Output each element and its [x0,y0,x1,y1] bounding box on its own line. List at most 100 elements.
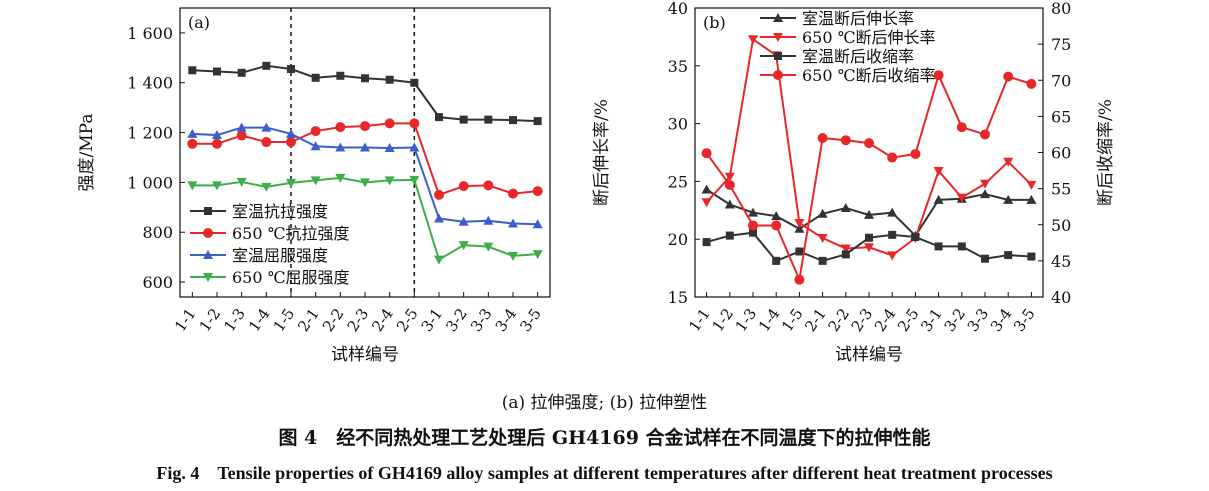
x-tick-label: 2-2 [319,305,348,335]
data-point [934,242,943,251]
figure-caption-chinese: 图 4 经不同热处理工艺处理后 GH4169 合金试样在不同温度下的拉伸性能 [278,427,931,449]
data-point [841,250,850,259]
data-point [724,180,735,191]
data-point [310,141,321,151]
data-point [483,180,494,191]
data-point [749,228,757,237]
data-point [724,199,735,209]
data-point [483,215,494,225]
y-tick-label: 20 [668,230,688,249]
data-point [771,211,782,221]
x-tick-label: 2-4 [368,305,397,335]
x-tick-label: 3-4 [987,305,1016,335]
y-tick-label: 1 000 [127,173,173,192]
data-point [864,243,874,253]
data-point [212,181,222,191]
data-point [888,230,897,239]
x-axis-title: 试样编号 [835,345,903,365]
data-point [748,207,758,217]
data-point [864,138,874,149]
data-point [459,115,468,124]
data-point [434,255,444,265]
x-tick-label: 1-5 [270,305,299,335]
x-tick-label: 3-1 [917,305,946,335]
data-point [771,220,782,231]
subcaption: (a) 拉伸强度; (b) 拉伸塑性 [501,393,708,413]
x-tick-label: 2-3 [344,305,373,335]
data-point [434,189,444,200]
data-point [817,133,828,144]
x-tick-label: 2-5 [894,305,923,335]
data-point [508,251,518,261]
y-tick-label: 15 [668,288,688,307]
x-tick-label: 2-4 [871,305,900,335]
figure-caption-english: Fig. 4 Tensile properties of GH4169 allo… [156,463,1053,483]
data-point [212,130,222,140]
data-point [261,182,272,192]
data-point [384,143,395,153]
data-point [533,117,542,126]
x-tick-label: 1-5 [778,305,807,335]
x-tick-label: 3-2 [442,305,471,335]
data-point [187,128,198,138]
data-point [286,137,296,148]
legend-marker [774,52,782,60]
legend-marker [203,273,213,282]
data-point [385,75,394,84]
data-point [795,247,804,256]
x-tick-label: 3-1 [418,305,447,335]
legend-label: 室温抗拉强度 [232,202,328,221]
x-tick-label: 3-2 [940,305,969,335]
data-point [817,208,828,218]
data-point [1003,157,1014,167]
x-tick-label: 3-3 [467,305,496,335]
data-point [748,35,758,45]
legend-marker [204,207,212,215]
data-point [772,256,781,265]
data-point [409,175,420,185]
x-tick-label: 1-3 [732,305,761,335]
data-point [701,198,712,208]
y-tick-label: 30 [668,115,688,134]
legend-marker [203,250,213,259]
y-tick-label: 35 [668,57,688,76]
data-point [702,238,711,247]
data-point [187,138,198,149]
data-point [1026,194,1037,204]
data-point [458,216,469,226]
data-point [532,186,543,197]
data-point [933,70,944,81]
x-tick-label: 3-5 [516,305,545,335]
data-point [980,189,990,199]
data-point [1026,78,1037,89]
data-point [361,74,369,83]
data-point [840,202,851,212]
data-point [794,274,805,285]
data-point [435,113,443,122]
data-point [384,176,395,186]
data-point [409,142,420,152]
panel-label: (a) [188,13,210,32]
data-point [508,218,518,228]
x-tick-label: 2-5 [393,305,422,335]
y-right-tick-label: 55 [1051,180,1071,199]
x-tick-label: 3-3 [964,305,993,335]
y-right-tick-label: 45 [1051,252,1071,271]
data-point [261,137,272,148]
data-point [980,179,990,189]
data-point [887,251,898,261]
data-point [532,219,543,229]
data-point [236,177,247,187]
data-point [980,129,990,140]
data-point [336,71,345,80]
data-point [956,193,967,203]
data-point [360,121,370,132]
x-tick-label: 3-5 [1010,305,1039,335]
data-point [262,61,271,70]
y-tick-label: 40 [668,0,688,18]
data-point [748,220,758,231]
data-point [701,148,712,159]
data-point [458,241,469,251]
data-point [957,242,966,251]
